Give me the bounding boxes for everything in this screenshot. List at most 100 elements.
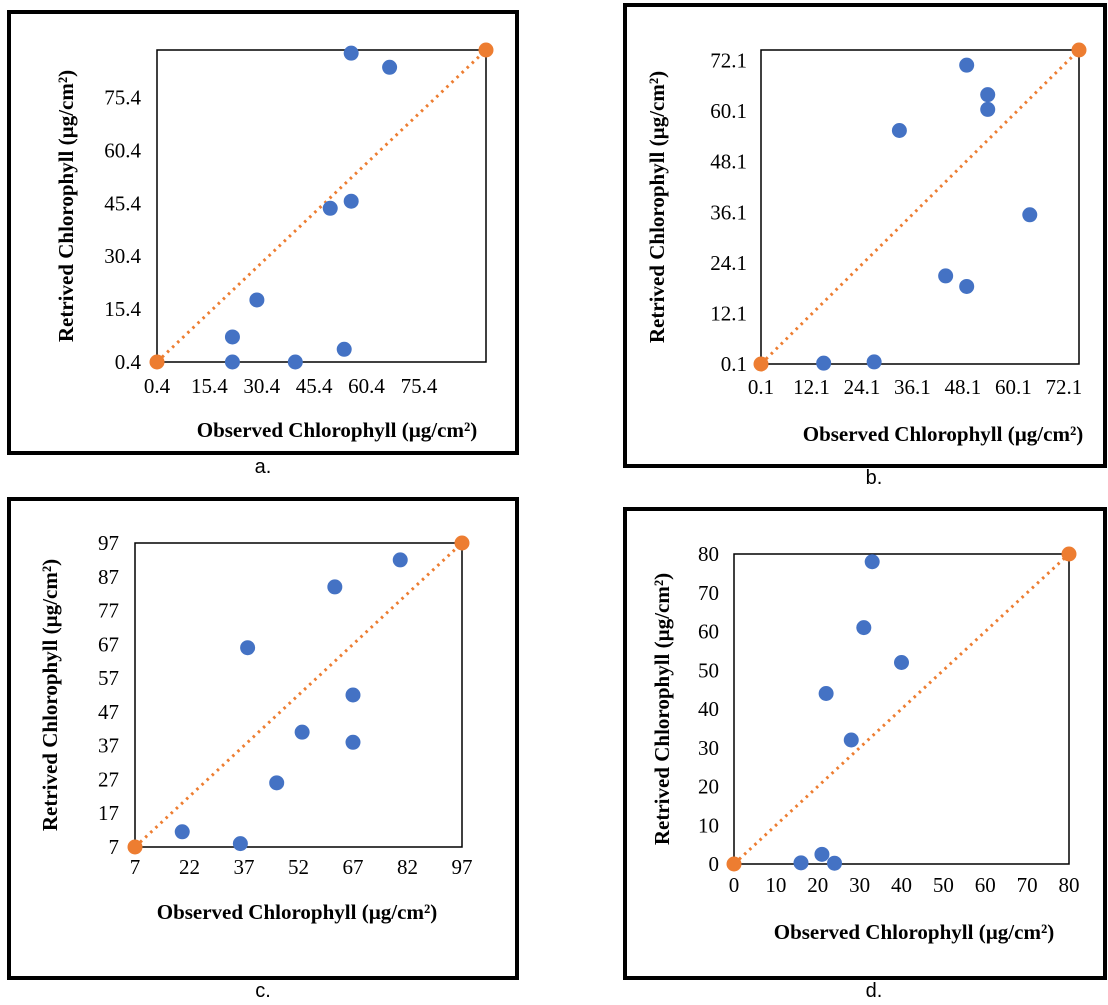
y-tick-label-a: 75.4: [104, 86, 141, 110]
scatter-chart-c: 7 22 37 52 67 82 97 7 17 27 37 47 57 67 77 87 97 Observed…: [38, 531, 473, 924]
x-tick-label-d: 60: [975, 873, 996, 897]
x-tick-label-c: 82: [397, 855, 418, 879]
y-tick-label-c: 7: [109, 835, 120, 859]
y-tick-label-b: 48.1: [710, 150, 747, 174]
y-tick-label-d: 30: [698, 736, 719, 760]
data-point-d: [793, 855, 809, 871]
x-tick-label-c: 97: [452, 855, 473, 879]
plot-area-d: [733, 553, 1070, 865]
data-point-a: [382, 59, 398, 75]
y-tick-label-d: 0: [709, 852, 720, 876]
x-tick-label-d: 70: [1017, 873, 1038, 897]
x-tick-label-c: 67: [343, 855, 364, 879]
x-tick-label-c: 22: [179, 855, 200, 879]
line-endpoint-a: [478, 42, 494, 58]
data-point-d: [856, 620, 872, 636]
data-point-d: [818, 686, 834, 701]
y-tick-label-c: 47: [98, 700, 119, 724]
data-point-d: [827, 855, 842, 871]
data-point-a: [322, 200, 338, 216]
y-tick-label-a: 60.4: [104, 138, 141, 162]
caption-b: b.: [865, 467, 883, 489]
chart-panel-a: 0.4 15.4 30.4 45.4 60.4 75.4 0.4 15.4 30.4 45.4 60…: [7, 10, 519, 455]
x-tick-label-a: 60.4: [348, 374, 385, 398]
x-tick-label-a: 75.4: [401, 374, 438, 398]
y-tick-label-b: 60.1: [710, 99, 747, 123]
data-point-b: [980, 87, 996, 103]
data-point-d: [814, 846, 830, 862]
y-tick-label-b: 0.1: [721, 352, 747, 376]
y-tick-label-c: 77: [98, 599, 119, 623]
data-point-a: [343, 45, 359, 61]
y-tick-label-c: 17: [98, 801, 119, 825]
y-tick-label-b: 24.1: [710, 251, 747, 275]
y-axis-label-d: Retrived Chlorophyll (µg/cm²): [650, 573, 674, 845]
x-tick-label-b: 24.1: [844, 375, 881, 399]
x-tick-label-d: 80: [1059, 873, 1080, 897]
data-point-b: [959, 57, 975, 73]
y-tick-label-b: 36.1: [710, 200, 747, 224]
data-point-c: [345, 734, 361, 750]
line-endpoint-b: [753, 356, 769, 372]
y-tick-label-d: 70: [698, 581, 719, 605]
caption-c: c.: [255, 980, 271, 1002]
y-axis-label-b: Retrived Chlorophyll (µg/cm²): [645, 71, 669, 343]
data-point-a: [224, 329, 240, 345]
y-tick-label-c: 57: [98, 666, 119, 690]
y-tick-label-b: 72.1: [710, 49, 747, 73]
plot-area-a: [156, 49, 487, 363]
x-axis-label-b: Observed Chlorophyll (µg/cm²): [803, 422, 1084, 446]
data-point-a: [287, 354, 303, 370]
x-axis-label-a: Observed Chlorophyll (µg/cm²): [197, 418, 478, 442]
data-point-c: [327, 579, 343, 595]
x-tick-label-d: 40: [891, 873, 912, 897]
x-tick-label-a: 15.4: [191, 374, 228, 398]
y-tick-label-a: 0.4: [115, 350, 142, 374]
y-tick-label-d: 80: [698, 542, 719, 566]
caption-d: d.: [865, 980, 883, 1002]
x-tick-label-b: 12.1: [793, 375, 830, 399]
y-tick-label-b: 12.1: [710, 301, 747, 325]
line-endpoint-b: [1071, 42, 1087, 58]
y-tick-label-a: 30.4: [104, 244, 141, 268]
x-tick-label-d: 20: [807, 873, 828, 897]
chart-panel-c: 7 22 37 52 67 82 97 7 17 27 37 47 57 67 77 87 97 Observed…: [7, 497, 519, 980]
data-point-a: [224, 354, 240, 370]
y-tick-label-c: 67: [98, 632, 119, 656]
y-tick-label-c: 97: [98, 531, 119, 555]
x-tick-label-a: 0.4: [144, 374, 171, 398]
line-endpoint-d: [726, 856, 742, 872]
y-tick-label-d: 10: [698, 813, 719, 837]
y-tick-label-d: 20: [698, 775, 719, 799]
one-to-one-line-c: [133, 541, 464, 849]
data-point-a: [336, 341, 352, 357]
x-tick-label-b: 72.1: [1045, 375, 1082, 399]
y-tick-label-c: 37: [98, 734, 119, 758]
line-endpoint-c: [127, 839, 143, 855]
y-tick-label-c: 87: [98, 565, 119, 589]
x-tick-label-b: 48.1: [945, 375, 982, 399]
data-point-d: [843, 732, 859, 748]
x-tick-label-c: 37: [234, 855, 255, 879]
y-tick-label-a: 45.4: [104, 191, 141, 215]
x-tick-label-b: 36.1: [894, 375, 931, 399]
scatter-chart-a: 0.4 15.4 30.4 45.4 60.4 75.4 0.4 15.4 30.4 45.4 60…: [54, 42, 494, 442]
data-point-b: [891, 123, 907, 139]
y-axis-label-a: Retrived Chlorophyll (µg/cm²): [54, 70, 78, 342]
data-point-d: [864, 554, 880, 570]
x-tick-label-b: 60.1: [995, 375, 1032, 399]
data-point-c: [392, 552, 408, 568]
x-axis-label-c: Observed Chlorophyll (µg/cm²): [157, 900, 438, 924]
plot-area-c: [134, 542, 463, 848]
line-endpoint-d: [1061, 546, 1077, 562]
x-tick-label-a: 45.4: [296, 374, 333, 398]
caption-a: a.: [254, 456, 272, 478]
chart-panel-d: 0 10 20 30 40 50 60 70 80 0 10 20 30 40 50 60 70 80 Observ…: [623, 507, 1107, 980]
scatter-chart-b: 0.1 12.1 24.1 36.1 48.1 60.1 72.1 0.1 12.1 24.1 36…: [645, 42, 1087, 446]
line-endpoint-c: [454, 535, 470, 551]
data-point-c: [294, 724, 310, 740]
x-tick-label-b: 0.1: [748, 375, 774, 399]
data-point-c: [232, 836, 248, 852]
data-point-b: [866, 354, 882, 370]
data-point-c: [174, 824, 190, 840]
